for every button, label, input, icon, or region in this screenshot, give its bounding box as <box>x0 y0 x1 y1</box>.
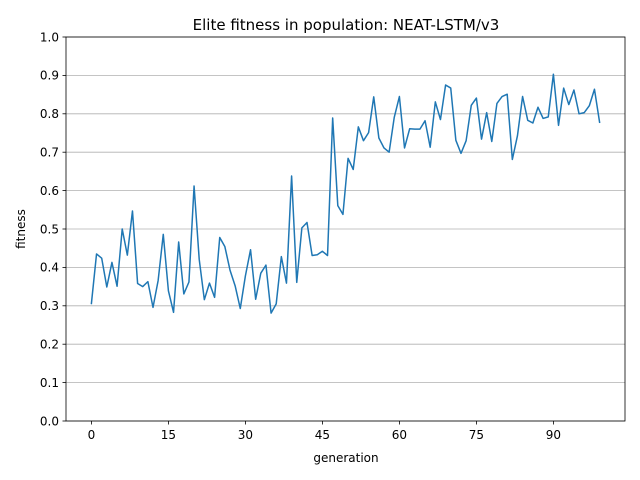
y-tick-label: 0.9 <box>40 69 59 83</box>
y-tick-label: 1.0 <box>40 30 59 44</box>
x-tick-label: 30 <box>238 428 253 442</box>
x-tick-label: 0 <box>88 428 96 442</box>
x-tick-label: 90 <box>546 428 561 442</box>
x-tick-label: 45 <box>315 428 330 442</box>
y-tick-label: 0.3 <box>40 299 59 313</box>
y-tick-label: 0.4 <box>40 261 59 275</box>
y-tick-label: 0.6 <box>40 184 59 198</box>
chart-title: Elite fitness in population: NEAT-LSTM/v… <box>193 16 500 34</box>
y-axis-label: fitness <box>14 209 28 249</box>
y-tick-label: 0.2 <box>40 338 59 352</box>
y-tick-label: 0.1 <box>40 376 59 390</box>
series-layer <box>90 73 601 314</box>
x-tick-label: 75 <box>469 428 484 442</box>
y-tick-label: 0.7 <box>40 146 59 160</box>
x-tick-label: 15 <box>161 428 176 442</box>
x-axis-label: generation <box>313 451 378 465</box>
y-tick-label: 0.5 <box>40 222 59 236</box>
series-line <box>90 73 601 314</box>
x-axis-ticks: 0 15 30 45 60 75 90 <box>88 421 561 442</box>
y-tick-label: 0.8 <box>40 107 59 121</box>
y-axis-ticks: 0.0 0.1 0.2 0.3 0.4 0.5 0.6 0.7 0.8 0.9 1.0 <box>40 30 66 428</box>
x-tick-label: 60 <box>392 428 407 442</box>
y-tick-label: 0.0 <box>40 414 59 428</box>
